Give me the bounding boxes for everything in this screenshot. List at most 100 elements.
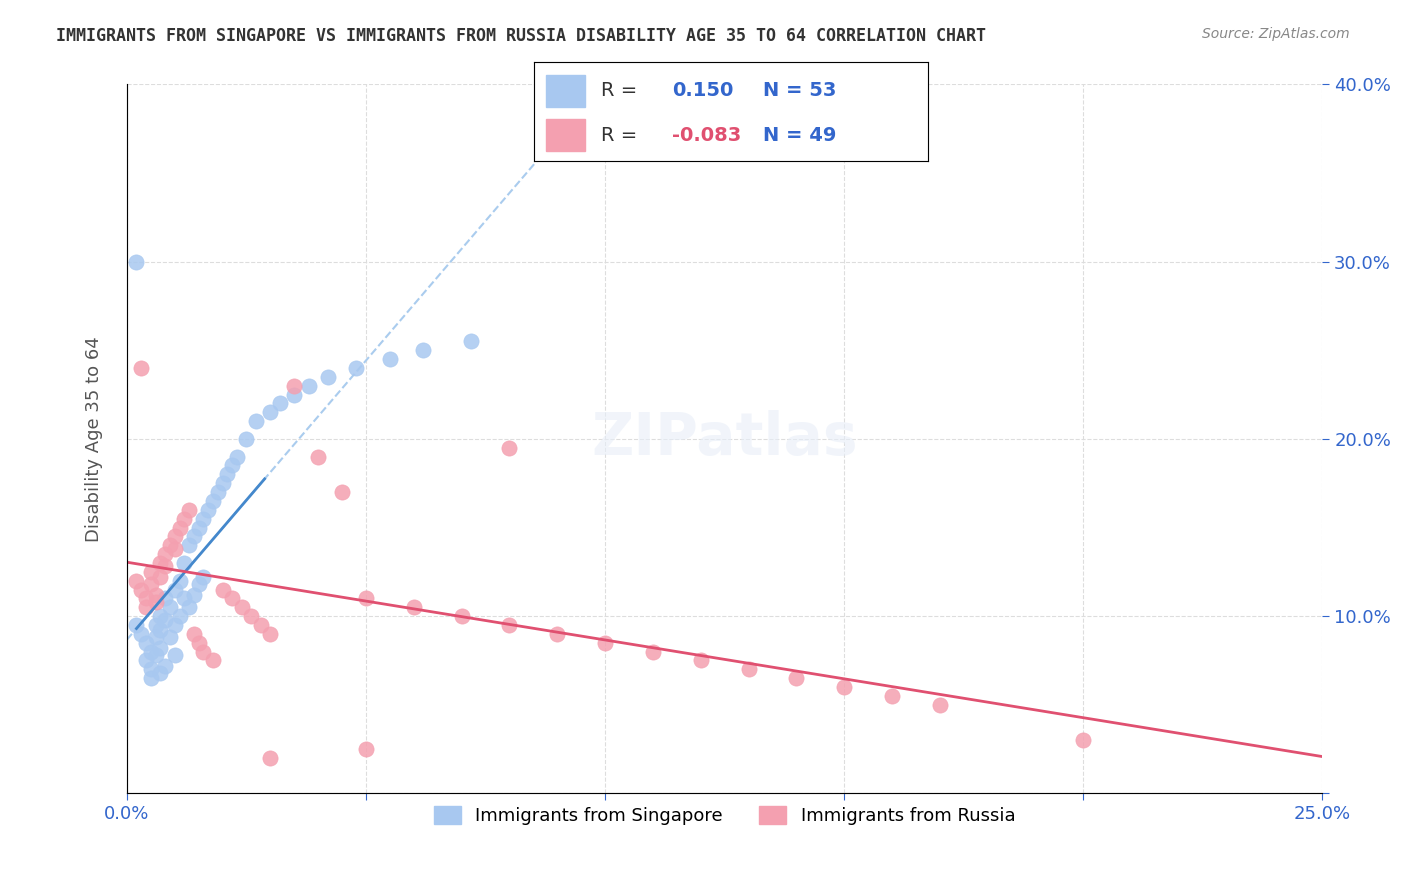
Point <box>593 636 616 650</box>
Point <box>145 618 167 632</box>
Point <box>169 609 191 624</box>
Point <box>269 396 291 410</box>
Point <box>139 565 162 579</box>
Point <box>245 414 267 428</box>
Point <box>240 609 263 624</box>
Point <box>187 520 209 534</box>
Point <box>402 600 425 615</box>
Point <box>163 648 186 662</box>
Text: Source: ZipAtlas.com: Source: ZipAtlas.com <box>1202 27 1350 41</box>
Point <box>330 485 353 500</box>
Text: IMMIGRANTS FROM SINGAPORE VS IMMIGRANTS FROM RUSSIA DISABILITY AGE 35 TO 64 CORR: IMMIGRANTS FROM SINGAPORE VS IMMIGRANTS … <box>56 27 986 45</box>
Point <box>316 369 339 384</box>
Point <box>221 591 243 606</box>
Text: -0.083: -0.083 <box>672 126 741 145</box>
Point <box>159 600 181 615</box>
Point <box>173 591 195 606</box>
Point <box>153 658 176 673</box>
Point <box>135 636 157 650</box>
Point <box>173 556 195 570</box>
Point <box>139 644 162 658</box>
Point <box>153 559 176 574</box>
Point <box>259 405 281 419</box>
Point <box>145 595 167 609</box>
Text: ZIPatlas: ZIPatlas <box>592 410 858 467</box>
Point <box>153 591 176 606</box>
Point <box>235 432 257 446</box>
FancyBboxPatch shape <box>546 120 585 151</box>
Point <box>211 476 233 491</box>
Point <box>259 627 281 641</box>
Y-axis label: Disability Age 35 to 64: Disability Age 35 to 64 <box>86 336 103 541</box>
Point <box>689 653 711 667</box>
Point <box>187 636 209 650</box>
Legend: Immigrants from Singapore, Immigrants from Russia: Immigrants from Singapore, Immigrants fr… <box>425 797 1025 834</box>
Point <box>169 574 191 588</box>
Point <box>163 618 186 632</box>
Point <box>169 520 191 534</box>
Point <box>197 503 219 517</box>
Point <box>139 577 162 591</box>
Point <box>546 627 568 641</box>
Point <box>193 570 215 584</box>
Point <box>880 689 903 703</box>
Point <box>378 352 401 367</box>
Point <box>149 556 172 570</box>
Point <box>183 529 205 543</box>
Point <box>354 742 377 756</box>
Point <box>1071 733 1094 747</box>
Point <box>135 653 157 667</box>
Point <box>201 653 224 667</box>
Point <box>177 538 200 552</box>
Point <box>297 378 319 392</box>
Point <box>785 671 807 685</box>
Point <box>498 618 520 632</box>
Point <box>193 511 215 525</box>
Point <box>183 627 205 641</box>
Point <box>129 361 152 376</box>
Point <box>125 618 148 632</box>
Point <box>145 631 167 645</box>
Point <box>159 631 181 645</box>
Point <box>217 467 239 482</box>
Point <box>832 680 855 694</box>
Point <box>249 618 271 632</box>
Point <box>641 644 664 658</box>
Point <box>498 441 520 455</box>
Point <box>149 640 172 655</box>
Text: N = 49: N = 49 <box>762 126 837 145</box>
Point <box>135 591 157 606</box>
Point <box>211 582 233 597</box>
Text: N = 53: N = 53 <box>762 81 837 101</box>
Point <box>412 343 434 358</box>
Point <box>737 662 759 676</box>
Point <box>259 751 281 765</box>
Point <box>163 582 186 597</box>
Point <box>153 613 176 627</box>
Point <box>149 609 172 624</box>
Point <box>153 547 176 561</box>
Point <box>177 503 200 517</box>
Point <box>231 600 253 615</box>
Point <box>149 624 172 638</box>
FancyBboxPatch shape <box>546 75 585 107</box>
Point <box>129 582 152 597</box>
Point <box>221 458 243 473</box>
Point <box>354 591 377 606</box>
Point <box>125 254 148 268</box>
Point <box>283 387 305 401</box>
Point <box>149 665 172 680</box>
Point <box>125 574 148 588</box>
Point <box>193 644 215 658</box>
Point <box>129 627 152 641</box>
Point <box>283 378 305 392</box>
Point <box>145 648 167 662</box>
Text: R =: R = <box>602 81 637 101</box>
Point <box>163 541 186 556</box>
Point <box>159 538 181 552</box>
Point <box>145 588 167 602</box>
Point <box>173 511 195 525</box>
Point <box>225 450 247 464</box>
Point <box>450 609 472 624</box>
Text: 0.150: 0.150 <box>672 81 734 101</box>
